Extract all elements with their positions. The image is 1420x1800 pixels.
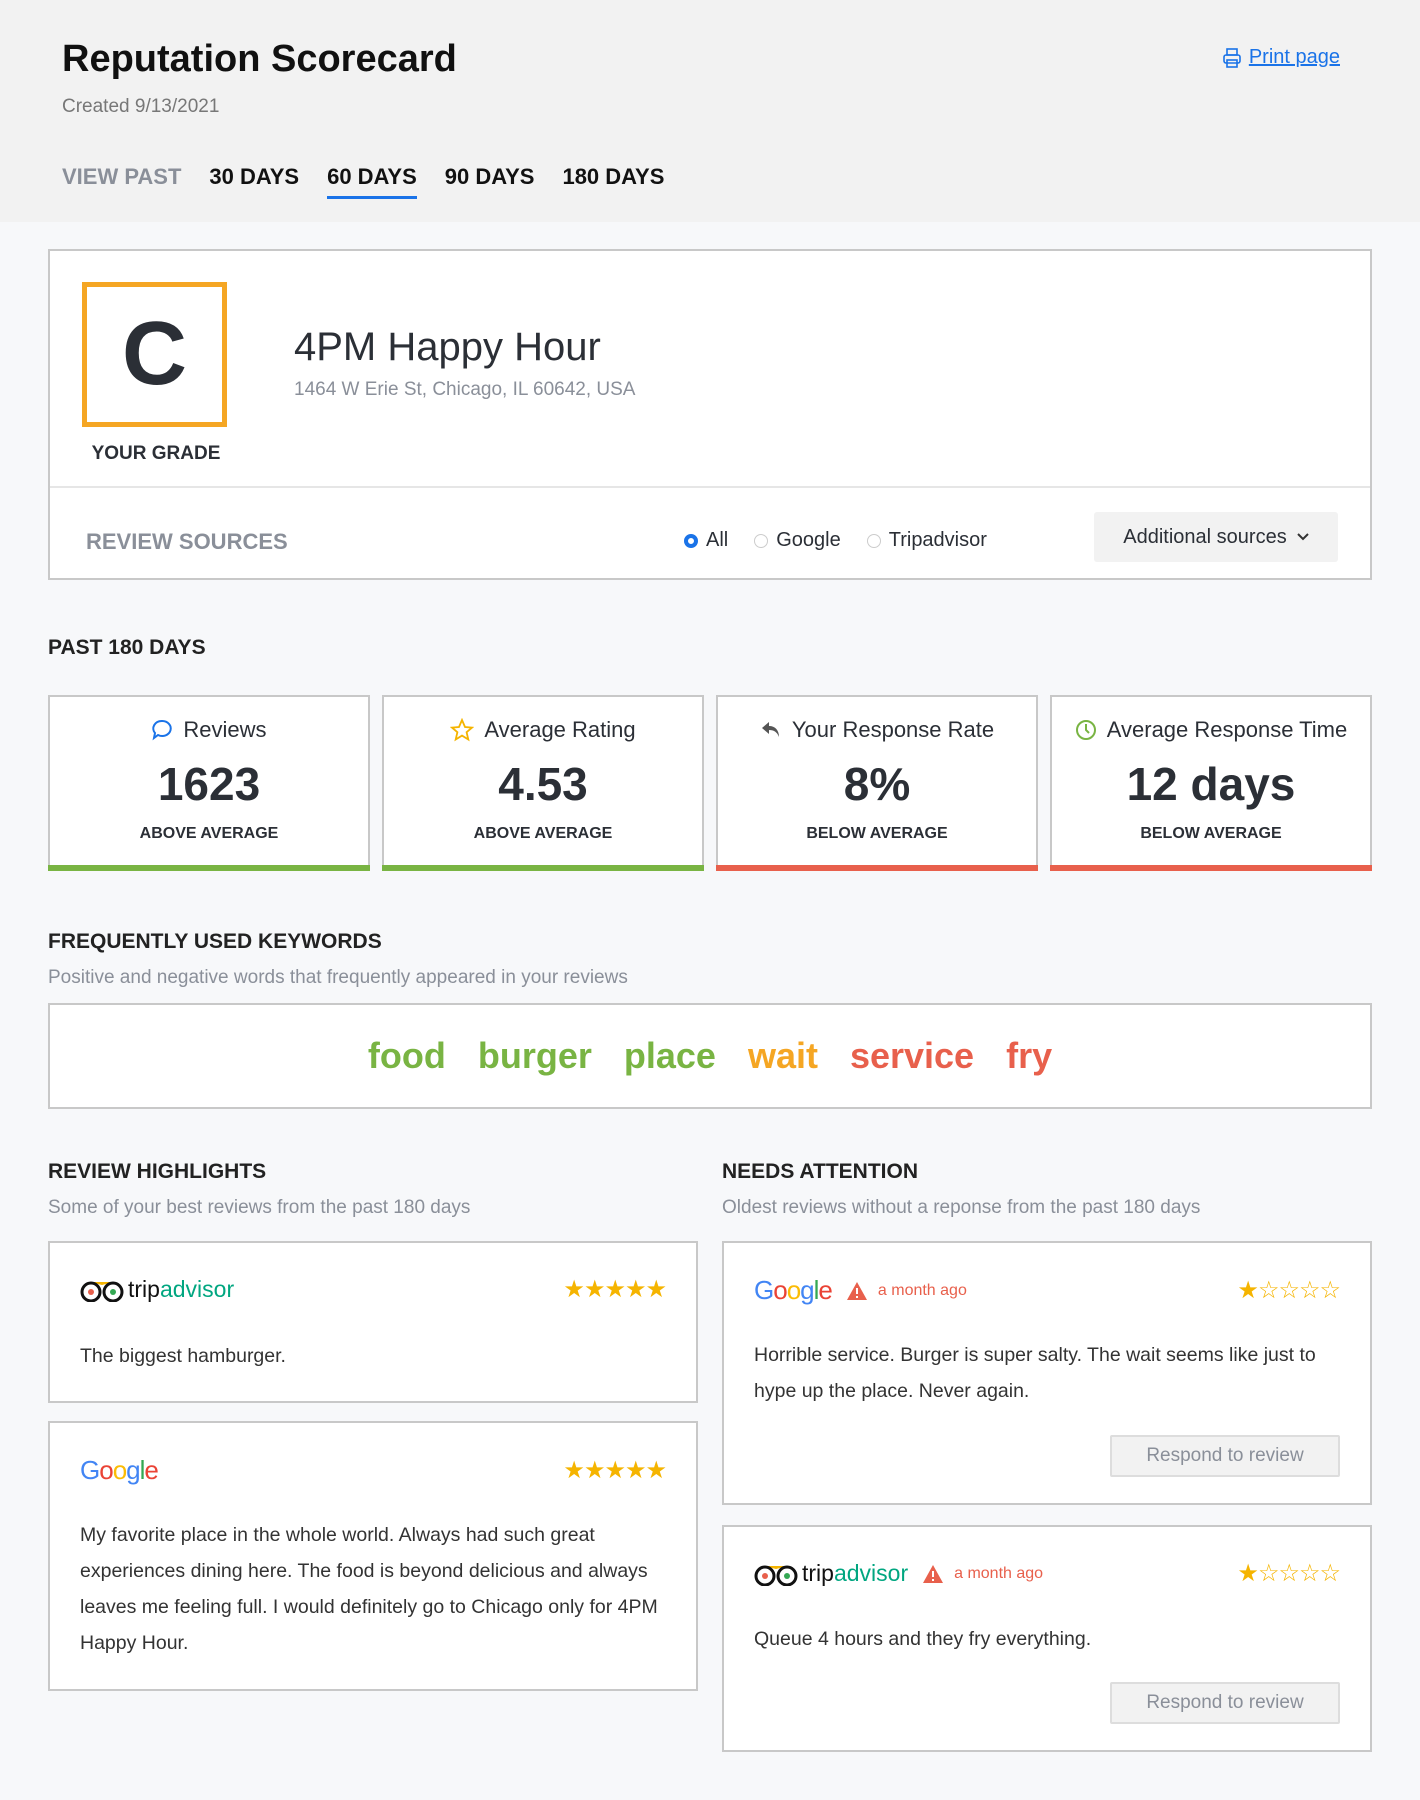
google-logo: Google bbox=[80, 1455, 159, 1485]
star-icon bbox=[450, 718, 475, 742]
attention-review-card: Google a month ago ★☆☆☆☆ Horrible servic… bbox=[722, 1241, 1372, 1505]
metric-status: ABOVE AVERAGE bbox=[473, 825, 613, 842]
status-bar bbox=[382, 865, 704, 871]
radio-dot[interactable] bbox=[754, 533, 769, 548]
keywords-title: FREQUENTLY USED KEYWORDS bbox=[48, 930, 382, 953]
tab-180-days[interactable]: 180 DAYS bbox=[562, 164, 665, 189]
star-rating: ★★★★★ bbox=[563, 1457, 667, 1484]
business-address: 1464 W Erie St, Chicago, IL 60642, USA bbox=[294, 379, 636, 400]
reply-icon bbox=[761, 722, 779, 737]
keyword: place bbox=[623, 1035, 716, 1076]
period-tabs: VIEW PAST 30 DAYS 60 DAYS 90 DAYS 180 DA… bbox=[62, 164, 664, 199]
metric-value: 1623 bbox=[157, 758, 261, 810]
star-rating: ★☆☆☆☆ bbox=[1237, 1560, 1341, 1587]
metric-response-time: Average Response Time 12 days BELOW AVER… bbox=[1050, 695, 1372, 871]
divider bbox=[50, 486, 1370, 488]
radio-label: All bbox=[706, 529, 729, 551]
tab-30-days[interactable]: 30 DAYS bbox=[209, 164, 300, 189]
additional-sources-label: Additional sources bbox=[1123, 525, 1287, 548]
review-text: Horrible service. Burger is super salty.… bbox=[754, 1344, 1316, 1402]
review-sources-label: REVIEW SOURCES bbox=[86, 529, 288, 554]
tripadvisor-logo: trip advisor bbox=[80, 1276, 234, 1303]
business-name: 4PM Happy Hour bbox=[294, 325, 601, 369]
owl-icon bbox=[80, 1281, 124, 1302]
review-text: My favorite place in the whole world. Al… bbox=[80, 1524, 658, 1654]
status-bar bbox=[1050, 865, 1372, 871]
metric-status: BELOW AVERAGE bbox=[806, 825, 948, 842]
radio-google[interactable]: Google bbox=[754, 529, 841, 552]
highlights-subtitle: Some of your best reviews from the past … bbox=[48, 1197, 471, 1218]
page-header: Reputation Scorecard Created 9/13/2021 P… bbox=[0, 0, 1420, 222]
chat-bubble-icon bbox=[152, 719, 173, 741]
business-card: C YOUR GRADE 4PM Happy Hour 1464 W Erie … bbox=[48, 249, 1372, 580]
respond-to-review-button[interactable]: Respond to review bbox=[1110, 1435, 1340, 1477]
print-page-label: Print page bbox=[1248, 46, 1340, 68]
respond-to-review-button[interactable]: Respond to review bbox=[1110, 1682, 1340, 1724]
keywords-box: food burger place wait service fry bbox=[48, 1003, 1372, 1109]
radio-all[interactable]: All bbox=[684, 529, 728, 552]
status-bar bbox=[716, 865, 1038, 871]
additional-sources-dropdown[interactable]: Additional sources bbox=[1094, 512, 1338, 562]
metric-value: 4.53 bbox=[498, 758, 588, 810]
tripadvisor-logo: trip advisor bbox=[754, 1560, 908, 1587]
chevron-down-icon bbox=[1297, 533, 1309, 541]
tab-90-days[interactable]: 90 DAYS bbox=[444, 164, 535, 189]
radio-dot[interactable] bbox=[684, 533, 698, 548]
review-text: The biggest hamburger. bbox=[80, 1345, 286, 1367]
keyword: food bbox=[367, 1035, 446, 1076]
radio-dot[interactable] bbox=[866, 533, 881, 548]
radio-tripadvisor[interactable]: Tripadvisor bbox=[866, 529, 987, 552]
keyword: service bbox=[849, 1035, 975, 1076]
warning-icon bbox=[846, 1281, 867, 1300]
review-age: a month ago bbox=[954, 1564, 1044, 1582]
metric-average-rating: Average Rating 4.53 ABOVE AVERAGE bbox=[382, 695, 704, 871]
radio-label: Google bbox=[776, 529, 841, 551]
metric-reviews: Reviews 1623 ABOVE AVERAGE bbox=[48, 695, 370, 871]
source-radio-group: All Google Tripadvisor bbox=[684, 529, 987, 552]
status-bar bbox=[48, 865, 370, 871]
attention-subtitle: Oldest reviews without a reponse from th… bbox=[722, 1197, 1201, 1218]
warning-icon bbox=[923, 1564, 944, 1583]
keyword: burger bbox=[477, 1035, 592, 1076]
radio-label: Tripadvisor bbox=[888, 529, 987, 551]
grade-box: C bbox=[82, 282, 227, 427]
printer-icon bbox=[1223, 47, 1241, 68]
attention-review-card: trip advisor a month ago ★☆☆☆☆ Queue 4 ho… bbox=[722, 1525, 1372, 1752]
metric-label: Reviews bbox=[183, 717, 267, 742]
review-text: Queue 4 hours and they fry everything. bbox=[754, 1628, 1092, 1650]
metric-label: Average Response Time bbox=[1106, 717, 1348, 742]
star-rating: ★★★★★ bbox=[563, 1276, 667, 1303]
metric-status: ABOVE AVERAGE bbox=[139, 825, 279, 842]
keyword: wait bbox=[747, 1035, 818, 1076]
google-logo: Google bbox=[754, 1275, 833, 1305]
clock-icon bbox=[1075, 720, 1096, 740]
created-date: Created 9/13/2021 bbox=[62, 96, 220, 117]
metric-label: Your Response Rate bbox=[791, 717, 995, 742]
highlight-review-card: Google ★★★★★ My favorite place in the wh… bbox=[48, 1421, 698, 1691]
grade-label: YOUR GRADE bbox=[91, 443, 221, 464]
highlight-review-card: trip advisor ★★★★★ The biggest hamburger. bbox=[48, 1241, 698, 1403]
keyword: fry bbox=[1006, 1035, 1053, 1076]
owl-icon bbox=[754, 1565, 798, 1586]
view-past-label: VIEW PAST bbox=[62, 164, 182, 189]
attention-title: NEEDS ATTENTION bbox=[722, 1160, 919, 1183]
metric-value: 12 days bbox=[1126, 758, 1296, 810]
metric-label: Average Rating bbox=[484, 717, 636, 742]
page-title: Reputation Scorecard bbox=[62, 38, 457, 80]
review-age: a month ago bbox=[877, 1281, 967, 1299]
keywords-subtitle: Positive and negative words that frequen… bbox=[48, 967, 628, 988]
star-rating: ★☆☆☆☆ bbox=[1237, 1277, 1341, 1304]
metrics-title: PAST 180 DAYS bbox=[48, 636, 206, 659]
tab-60-days[interactable]: 60 DAYS bbox=[327, 164, 417, 199]
print-page-link[interactable]: Print page bbox=[1223, 46, 1340, 69]
metric-response-rate: Your Response Rate 8% BELOW AVERAGE bbox=[716, 695, 1038, 871]
metric-status: BELOW AVERAGE bbox=[1140, 825, 1282, 842]
highlights-title: REVIEW HIGHLIGHTS bbox=[48, 1160, 267, 1183]
metric-value: 8% bbox=[843, 758, 911, 810]
